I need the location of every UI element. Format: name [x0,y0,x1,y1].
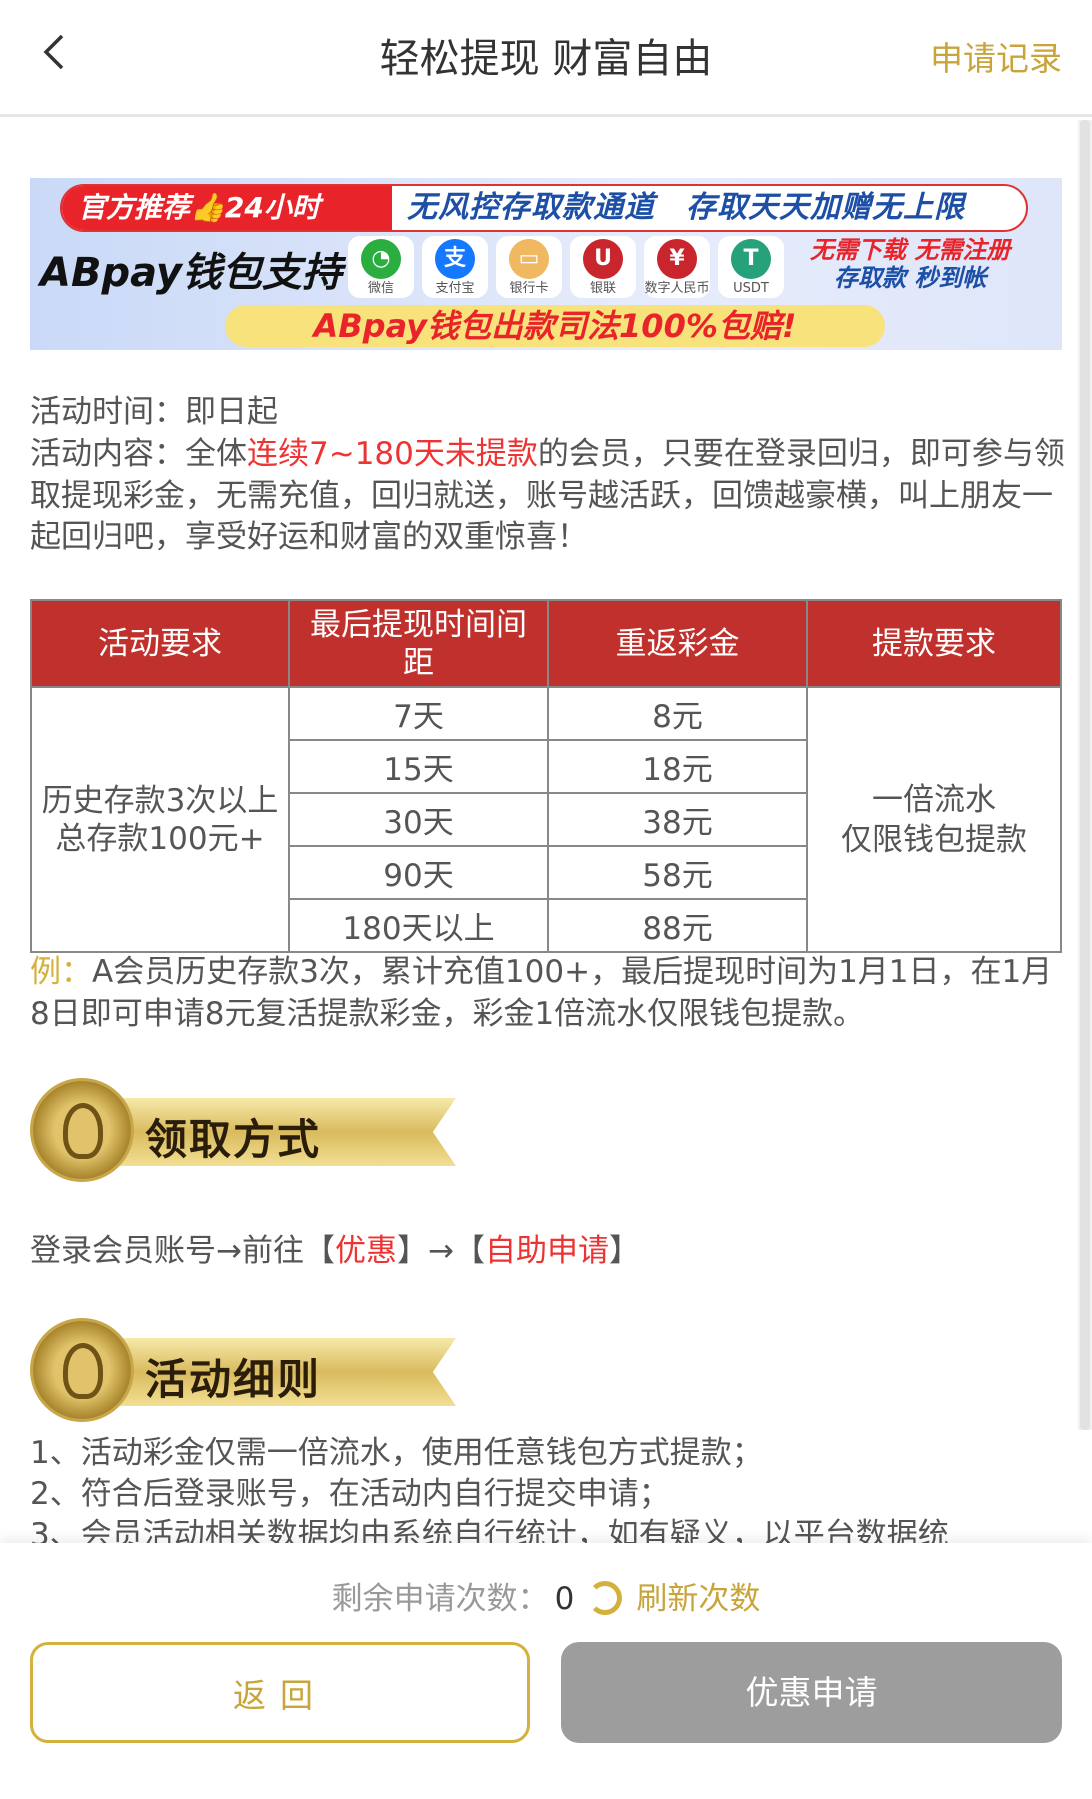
example-text: 例：A会员历史存款3次，累计充值100+，最后提现时间为1月1日，在1月8日即可… [30,954,1053,1032]
table-header: 最后提现时间间距 [288,599,549,688]
activity-content: 活动内容：全体连续7~180天未提款的会员，只要在登录回归，即可参与领取提现彩金… [30,436,1065,555]
table-header: 重返彩金 [547,599,808,688]
emblem-icon [30,1318,134,1422]
rule-item: 1、活动彩金仅需一倍流水，使用任意钱包方式提款； [30,1435,763,1471]
banner-tagline: 无风控存取款通道 存取天天加赠无上限 [407,190,965,225]
claim-method: 登录会员账号→前往【优惠】→【自助申请】 [30,1233,640,1269]
payment-icon: ¥ 数字人民币 [644,236,710,298]
payment-icon: U 银联 [570,236,636,298]
table-row: 30天 38元 [31,792,1061,847]
scrollbar[interactable] [1078,120,1092,1430]
refresh-button[interactable]: 刷新次数 [588,1581,760,1617]
reward-table: 活动要求 最后提现时间间距 重返彩金 提款要求 历史存款3次以上 总存款100元+… [30,599,1062,953]
banner-slogan: ABpay钱包出款司法100%包赔! [225,305,885,347]
header: 轻松提现 财富自由 申请记录 [0,0,1092,117]
page-title: 轻松提现 财富自由 [379,36,713,82]
records-link[interactable]: 申请记录 [930,39,1062,78]
table-row: 历史存款3次以上 总存款100元+ 7天 8元 一倍流水 仅限钱包提款 [30,686,1062,953]
banner-note: 无需下载 无需注册 存取款 秒到帐 [810,236,1011,292]
table-header: 活动要求 [30,599,290,688]
footer-bar: 剩余申请次数： 0 刷新次数 返回 优惠申请 [0,1543,1092,1799]
back-button[interactable]: 返回 [30,1642,530,1743]
activity-time: 活动时间：即日起 [30,394,278,430]
payment-icon: ◔ 微信 [348,236,414,298]
apply-button[interactable]: 优惠申请 [561,1642,1062,1743]
section-header-rules: 活动细则 [30,1318,456,1423]
table-row: 180天以上 88元 [31,898,1061,953]
payment-icon: T USDT [718,236,784,298]
rule-item: 2、符合后登录账号，在活动内自行提交申请； [30,1476,670,1512]
table-row: 15天 18元 [31,739,1061,794]
payment-icon: ▭ 银行卡 [496,236,562,298]
section-header-claim: 领取方式 [30,1078,456,1183]
table-row: 90天 58元 [31,845,1061,900]
emblem-icon [30,1078,134,1182]
banner-brand: ABpay钱包支持 [40,250,342,296]
banner-recommend: 官方推荐👍24小时 [62,186,392,230]
remaining-count: 剩余申请次数： 0 刷新次数 [331,1581,761,1617]
refresh-icon [588,1581,623,1615]
payment-icon: 支支付宝 [422,236,488,298]
promo-banner: 官方推荐👍24小时 无风控存取款通道 存取天天加赠无上限 ABpay钱包支持 ◔ 微… [30,178,1062,350]
table-header: 提款要求 [806,599,1062,688]
back-arrow-icon[interactable] [34,32,74,72]
